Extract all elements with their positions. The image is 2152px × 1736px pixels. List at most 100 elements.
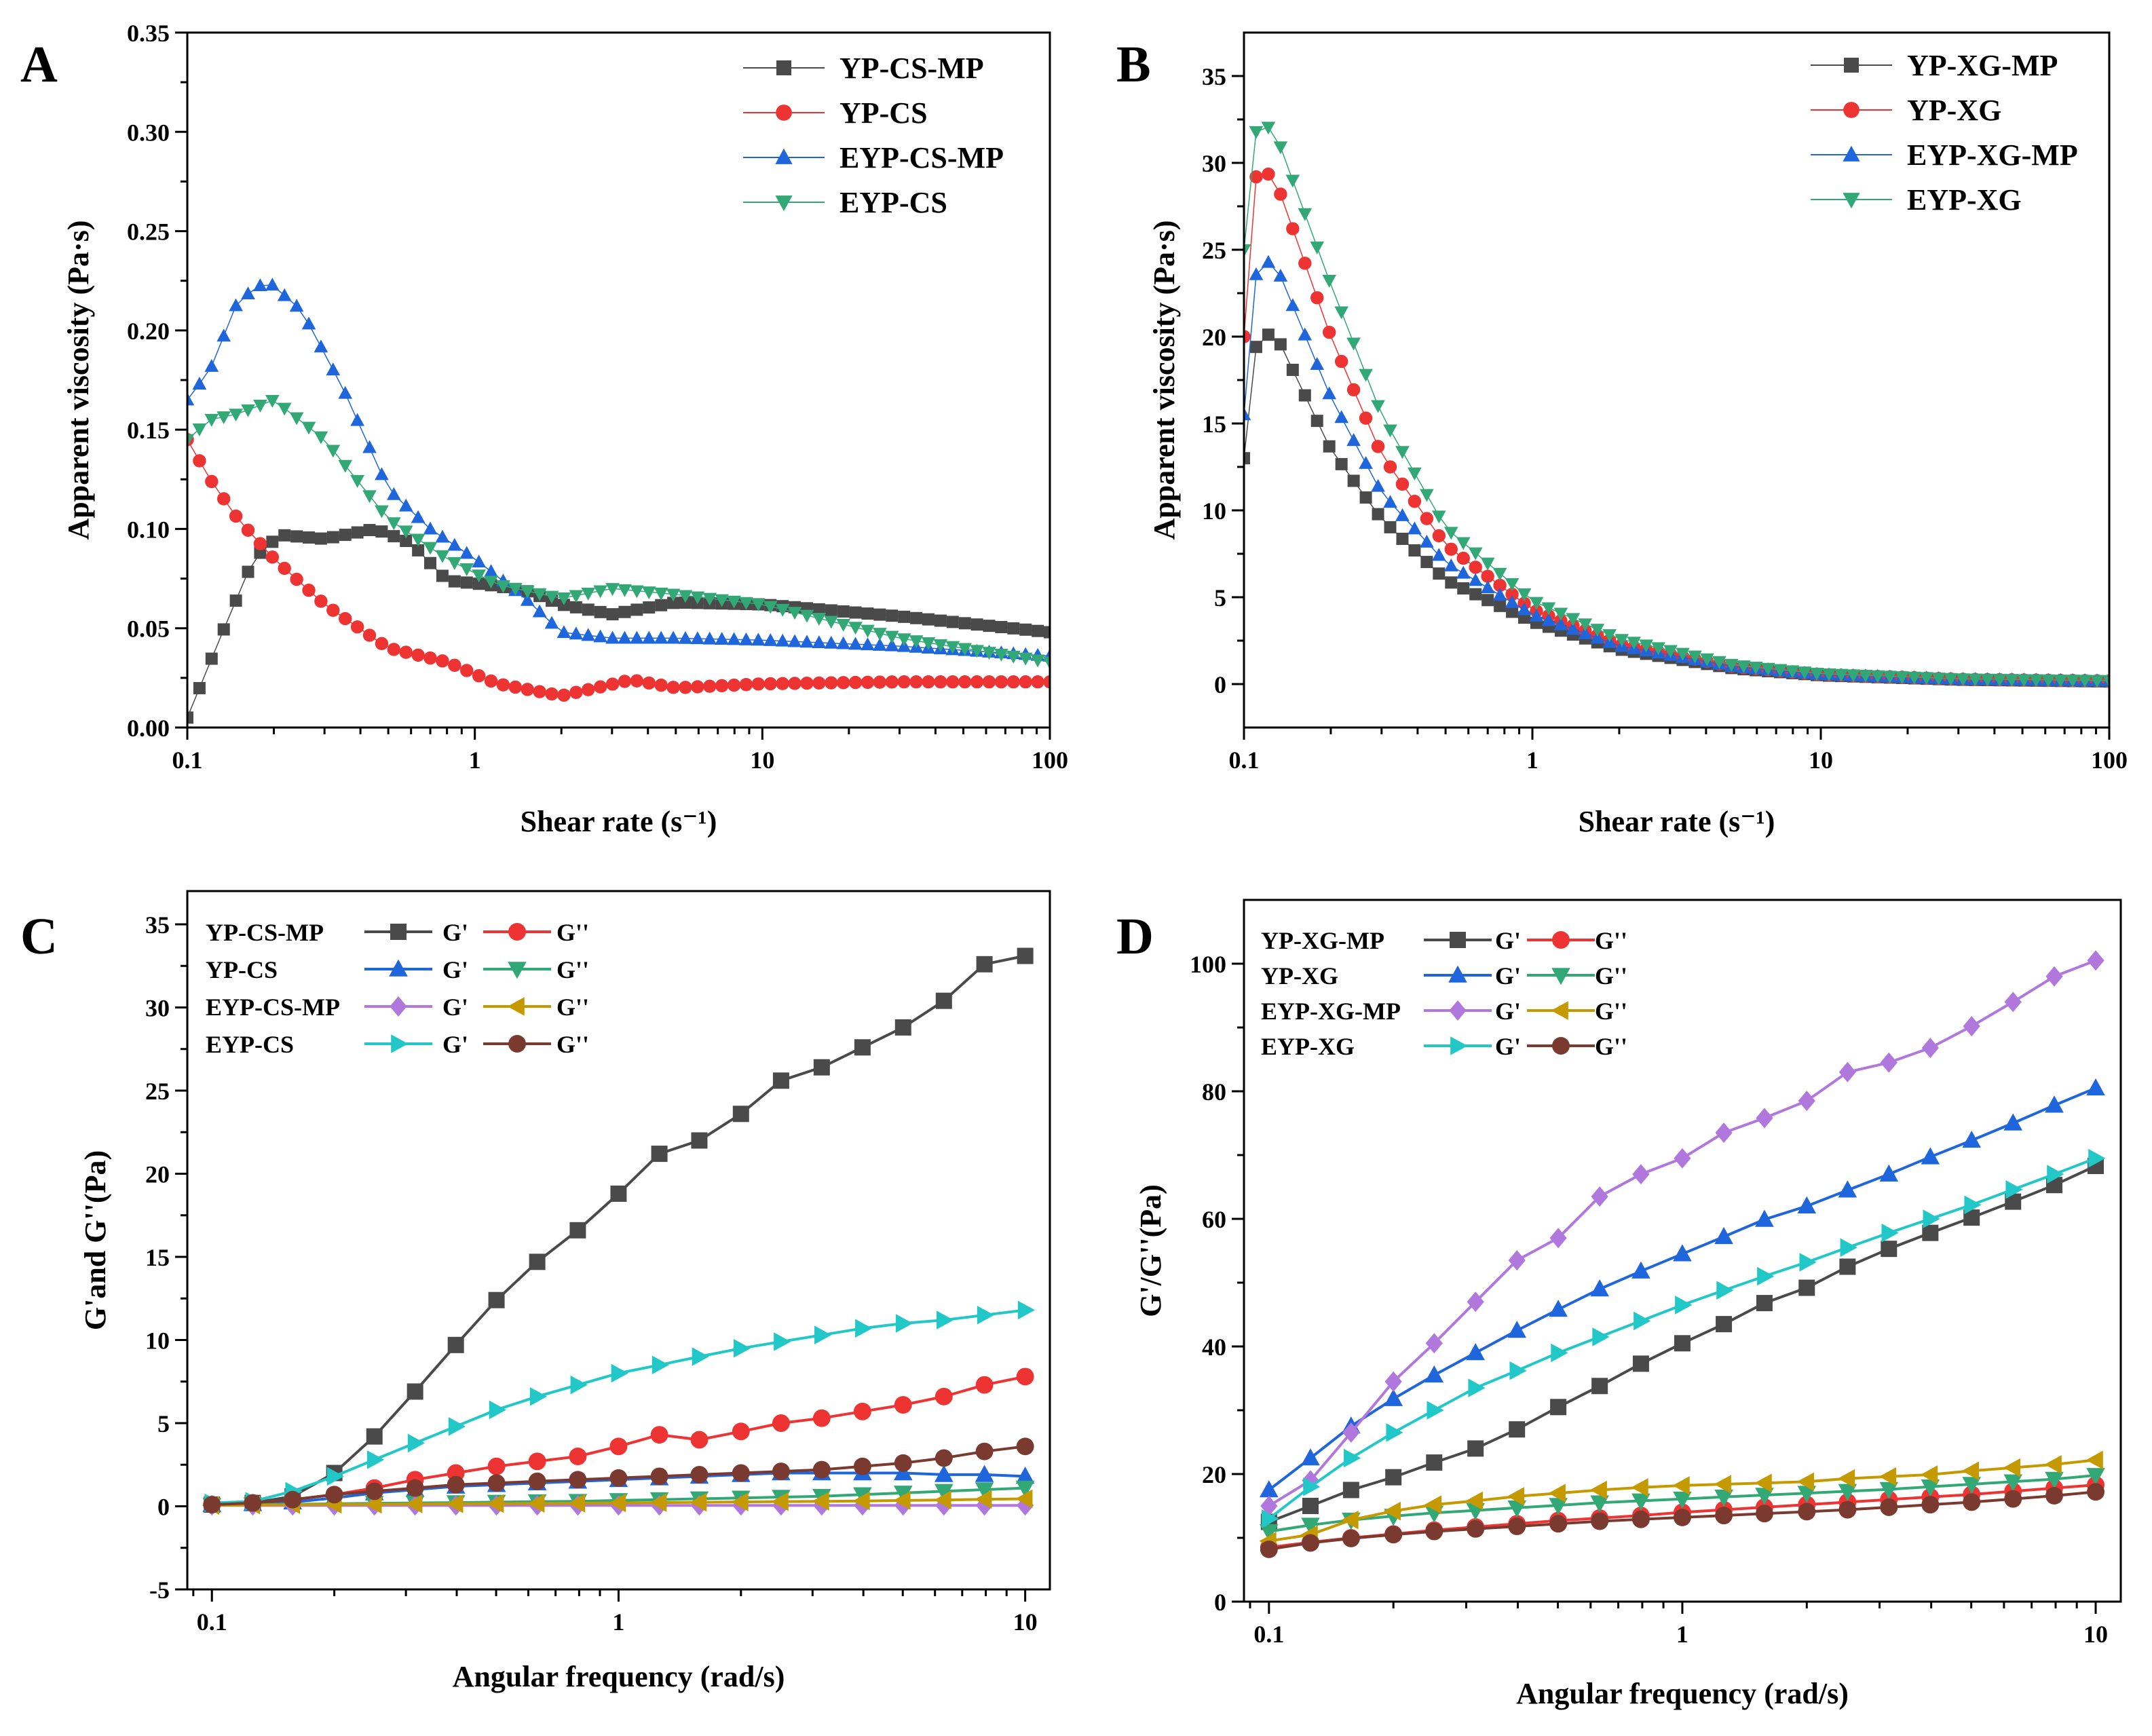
legend-group-label: YP-CS-MP <box>206 919 324 946</box>
series-eyp-cs <box>187 395 1050 670</box>
data-point <box>825 676 838 690</box>
data-point <box>909 675 923 689</box>
data-point <box>1298 257 1312 270</box>
data-point <box>1931 673 1946 686</box>
data-point <box>423 651 437 665</box>
data-point <box>1371 400 1385 413</box>
data-point <box>771 1492 789 1511</box>
y-tick-label: 10 <box>1202 497 1226 525</box>
data-point <box>1301 1448 1320 1466</box>
x-tick-label: 0.1 <box>1229 747 1260 774</box>
data-point <box>1879 1482 1899 1499</box>
data-point <box>487 1457 506 1475</box>
data-point <box>909 635 924 649</box>
data-point <box>921 637 936 650</box>
data-point <box>339 529 352 542</box>
data-point <box>739 632 753 645</box>
data-point <box>1507 1321 1527 1338</box>
data-point <box>732 1464 750 1482</box>
data-point <box>1007 622 1020 635</box>
data-point <box>751 677 766 691</box>
legend-marker <box>1449 1000 1467 1021</box>
data-point <box>1244 330 1251 343</box>
data-point <box>2004 992 2022 1013</box>
data-point <box>521 683 534 696</box>
data-point <box>1015 1467 1035 1484</box>
data-point <box>508 680 523 694</box>
legend-marker <box>775 195 793 212</box>
data-point <box>824 616 839 629</box>
data-point <box>2045 1095 2064 1113</box>
data-point <box>447 556 462 570</box>
data-point <box>229 595 242 607</box>
panel-letter: A <box>20 36 58 93</box>
data-point <box>1651 642 1665 656</box>
data-point <box>812 1492 829 1511</box>
data-point <box>1895 671 1910 684</box>
data-point <box>1480 557 1495 571</box>
data-point <box>203 1496 221 1514</box>
data-point <box>1590 1495 1609 1513</box>
data-point <box>314 339 328 353</box>
data-point <box>812 603 825 616</box>
data-point <box>216 328 231 342</box>
y-tick-label: 15 <box>1202 411 1226 438</box>
data-point <box>853 1457 871 1475</box>
data-point <box>994 649 1008 662</box>
data-point <box>922 613 935 626</box>
data-point <box>1015 1480 1035 1498</box>
data-point <box>1249 170 1263 184</box>
data-point <box>1505 578 1519 591</box>
data-point <box>2041 674 2056 687</box>
y-tick-label: 80 <box>1202 1078 1226 1106</box>
data-point <box>666 630 681 644</box>
data-point <box>400 535 413 548</box>
data-point <box>898 610 911 623</box>
data-point <box>1962 1130 1982 1148</box>
data-point <box>1715 1122 1733 1144</box>
legend-marker <box>507 997 525 1016</box>
data-point <box>1494 599 1507 612</box>
data-point <box>1922 1224 1939 1241</box>
data-point <box>1383 495 1397 508</box>
data-point <box>1880 1052 1898 1073</box>
legend-label: YP-XG <box>1907 94 2001 127</box>
data-point <box>593 585 607 599</box>
series-eyp-cs-g- <box>204 1300 1036 1513</box>
data-point <box>582 603 594 616</box>
legend-marker <box>508 1035 526 1053</box>
data-point <box>690 591 705 605</box>
data-point <box>1467 1520 1485 1538</box>
data-point <box>1043 675 1050 689</box>
data-point <box>1566 622 1581 635</box>
data-point <box>630 585 644 599</box>
data-point <box>1425 1333 1443 1354</box>
data-point <box>1907 671 1922 685</box>
data-point <box>1549 1300 1568 1317</box>
data-point <box>1673 1244 1692 1262</box>
data-point <box>241 523 255 537</box>
data-point <box>1549 1228 1567 1249</box>
data-point <box>1323 440 1336 453</box>
data-point <box>1798 1279 1815 1296</box>
data-point <box>982 675 996 689</box>
data-point <box>982 647 996 660</box>
data-point <box>1262 167 1275 181</box>
data-point <box>731 1492 749 1511</box>
data-point <box>1553 607 1568 621</box>
data-point <box>1359 369 1373 382</box>
data-point <box>855 1319 873 1338</box>
data-point <box>1748 661 1763 675</box>
data-point <box>1839 1258 1856 1275</box>
data-point <box>910 611 923 624</box>
data-point <box>1553 617 1568 630</box>
legend-group-label: YP-CS <box>206 956 278 983</box>
series-eyp-xg-g- <box>1260 1483 2104 1558</box>
data-point <box>1385 1469 1402 1486</box>
panel-letter: B <box>1116 36 1151 93</box>
data-point <box>873 675 887 689</box>
y-axis-label: G'and G''(Pa) <box>79 1150 112 1330</box>
data-point <box>935 1449 953 1467</box>
data-point <box>1676 647 1690 661</box>
